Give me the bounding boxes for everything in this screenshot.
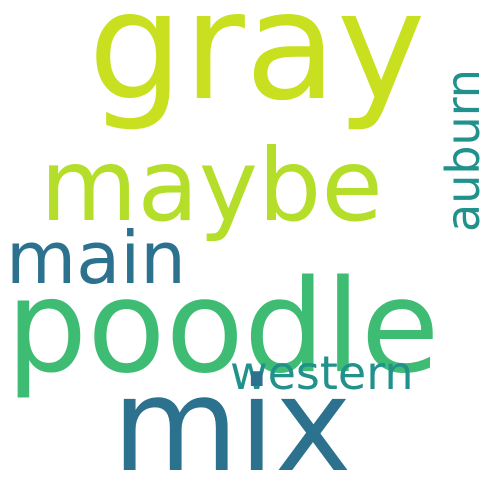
word-poodle: poodle: [6, 253, 440, 402]
word-mix: mix: [112, 349, 352, 500]
word-gray: gray: [88, 0, 426, 134]
word-maybe: maybe: [40, 127, 383, 244]
word-main: main: [6, 216, 186, 300]
word-western: western: [230, 346, 414, 400]
word-auburn: auburn: [436, 69, 490, 232]
